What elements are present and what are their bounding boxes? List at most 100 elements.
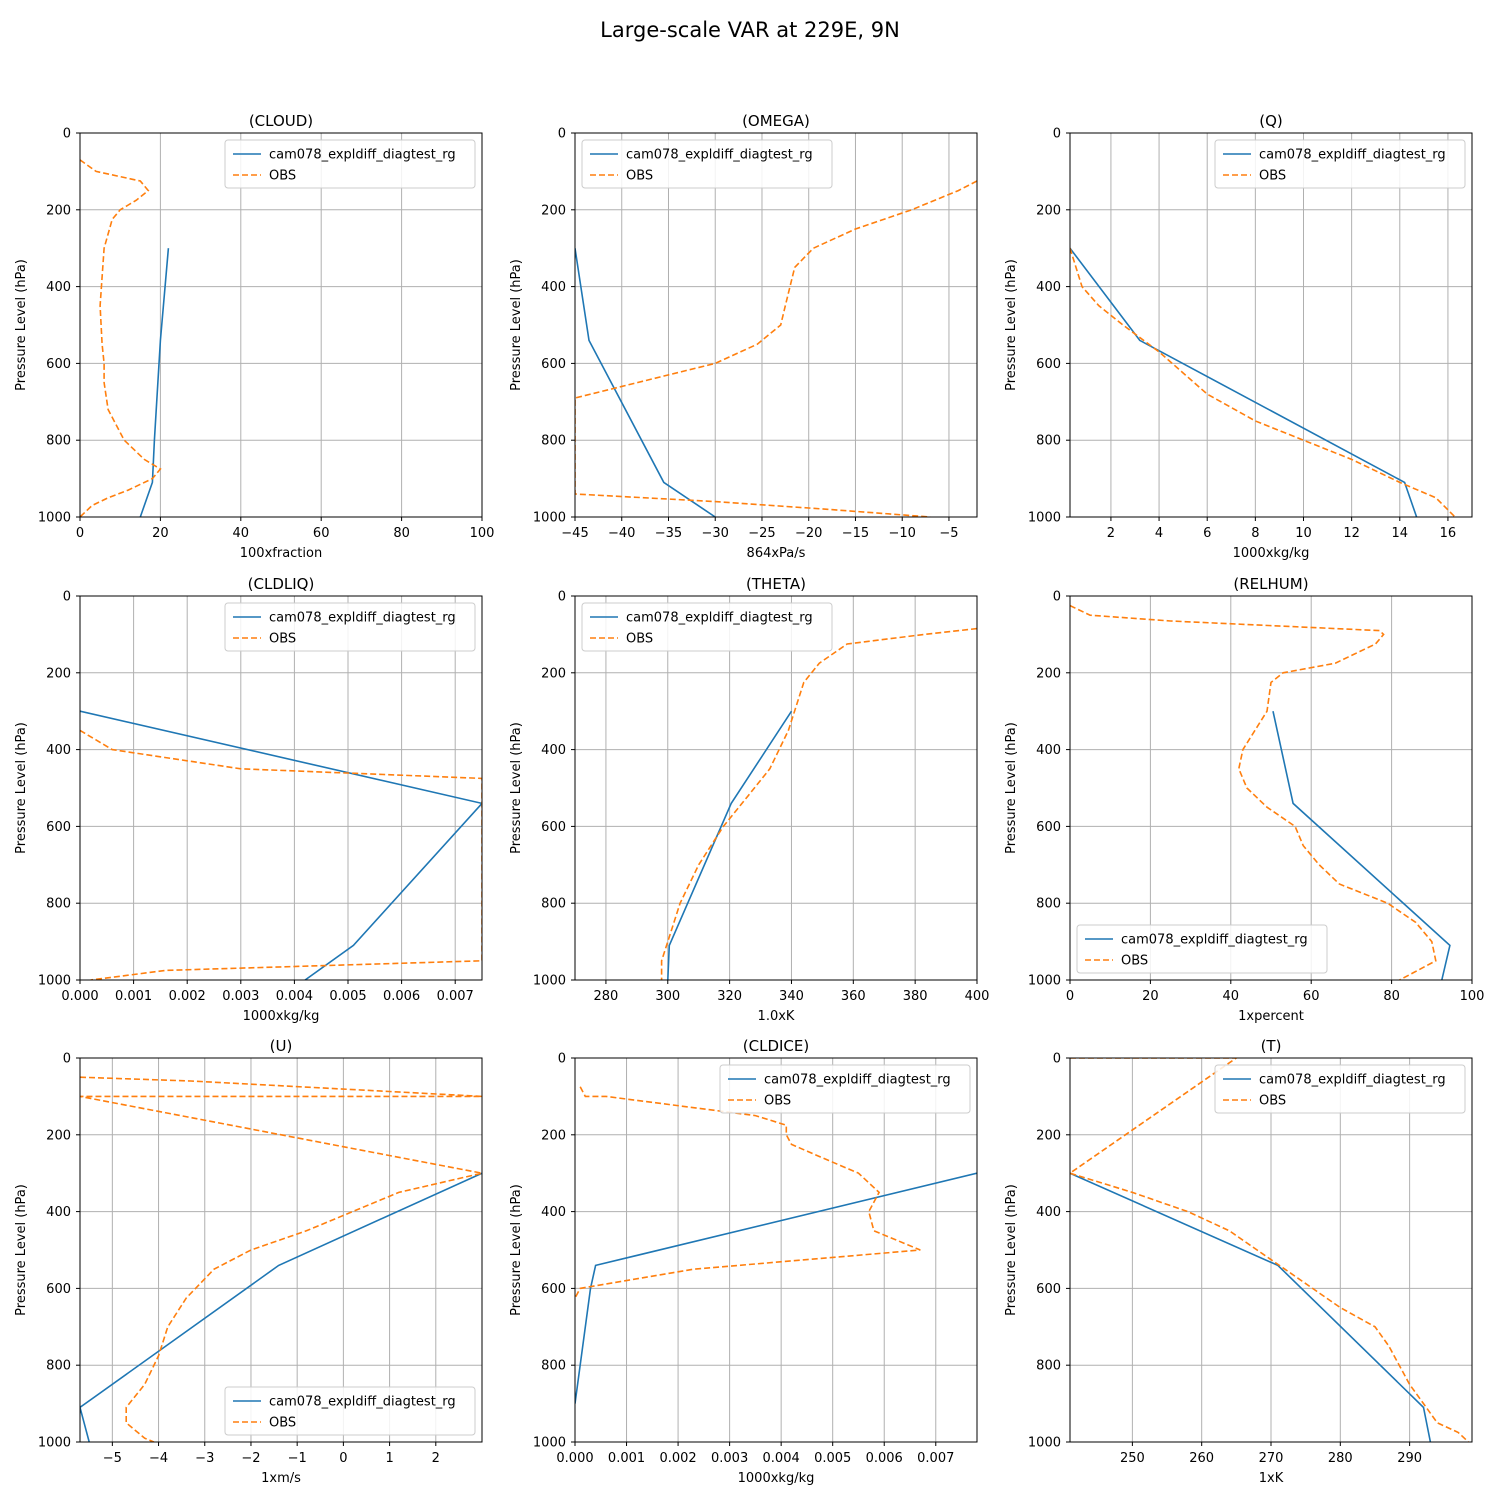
legend-model-label: cam078_expldiff_diagtest_rg bbox=[269, 148, 456, 163]
panel-u: −5 −4 −3 −2 −1 0 1 2 0 200 400 600 800 1000 (U) 1xm/s Pr… bbox=[14, 1037, 483, 1486]
x-tick-label: 280 bbox=[594, 989, 619, 1004]
x-tick-label: 250 bbox=[1120, 1451, 1145, 1466]
x-tick-label: 280 bbox=[1328, 1451, 1353, 1466]
panel-title: (U) bbox=[270, 1037, 293, 1055]
panel-title: (T) bbox=[1261, 1037, 1282, 1055]
x-tick-label: 1 bbox=[385, 1451, 393, 1466]
y-tick-label: 800 bbox=[541, 1359, 566, 1374]
x-tick-label: 0 bbox=[339, 1451, 347, 1466]
x-axis-label: 1xm/s bbox=[261, 1471, 301, 1486]
x-tick-label: −5 bbox=[103, 1451, 122, 1466]
axes-frame bbox=[574, 132, 978, 518]
legend: cam078_expldiff_diagtest_rg OBS bbox=[581, 602, 833, 652]
legend: cam078_expldiff_diagtest_rg OBS bbox=[581, 139, 833, 189]
legend-box bbox=[581, 602, 833, 652]
legend: cam078_expldiff_diagtest_rg OBS bbox=[224, 1386, 476, 1436]
axes-frame bbox=[79, 595, 483, 981]
x-axis-label: 1xpercent bbox=[1238, 1009, 1304, 1024]
x-tick-label: 6 bbox=[1203, 526, 1211, 541]
y-axis-label: Pressure Level (hPa) bbox=[14, 722, 29, 854]
panel-cldliq: 0.000 0.001 0.002 0.003 0.004 0.005 0.006 0.007… bbox=[14, 575, 483, 1024]
y-tick-label: 200 bbox=[1036, 666, 1061, 681]
x-axis-label: 100xfraction bbox=[240, 546, 322, 561]
x-tick-label: 0.005 bbox=[329, 989, 366, 1004]
obs-series-line bbox=[80, 159, 162, 517]
y-tick-label: 1000 bbox=[38, 1436, 71, 1451]
y-tick-label: 1000 bbox=[533, 974, 566, 989]
y-tick-label: 600 bbox=[541, 1282, 566, 1297]
y-tick-label: 0 bbox=[558, 127, 566, 142]
y-tick-label: 1000 bbox=[38, 511, 71, 526]
y-tick-label: 1000 bbox=[1028, 974, 1061, 989]
y-tick-label: 0 bbox=[63, 1052, 71, 1067]
x-tick-label: 16 bbox=[1440, 526, 1457, 541]
x-tick-label: 0.005 bbox=[814, 1451, 851, 1466]
panel-cldice: 0.000 0.001 0.002 0.003 0.004 0.005 0.006 0.007… bbox=[509, 1037, 978, 1486]
y-axis-label: Pressure Level (hPa) bbox=[509, 1184, 524, 1316]
legend-model-label: cam078_expldiff_diagtest_rg bbox=[626, 148, 813, 163]
x-tick-label: 320 bbox=[717, 989, 742, 1004]
y-axis-label: Pressure Level (hPa) bbox=[509, 722, 524, 854]
legend: cam078_expldiff_diagtest_rg OBS bbox=[1214, 1064, 1466, 1114]
x-tick-label: 80 bbox=[1383, 989, 1400, 1004]
panel-t: 250 260 270 280 290 0 200 400 600 800 1000 (T) 1xK Pr… bbox=[1004, 1037, 1473, 1486]
legend: cam078_expldiff_diagtest_rg OBS bbox=[719, 1064, 971, 1114]
legend-obs-label: OBS bbox=[626, 632, 653, 647]
obs-series-line bbox=[660, 627, 977, 980]
model-series-line bbox=[1272, 711, 1451, 980]
legend-obs-label: OBS bbox=[1259, 1094, 1286, 1109]
y-tick-label: 800 bbox=[1036, 897, 1061, 912]
y-tick-label: 400 bbox=[46, 280, 71, 295]
x-tick-label: 40 bbox=[1223, 989, 1240, 1004]
y-tick-label: 1000 bbox=[1028, 1436, 1061, 1451]
x-tick-label: 60 bbox=[313, 526, 330, 541]
legend-box bbox=[719, 1064, 971, 1114]
y-tick-label: 600 bbox=[46, 820, 71, 835]
x-axis-label: 1xK bbox=[1259, 1471, 1284, 1486]
x-tick-label: 0.000 bbox=[556, 1451, 593, 1466]
x-tick-label: 0.004 bbox=[276, 989, 313, 1004]
x-tick-label: 380 bbox=[903, 989, 928, 1004]
y-tick-label: 800 bbox=[541, 434, 566, 449]
legend-box bbox=[1214, 1064, 1466, 1114]
obs-series-line bbox=[1070, 247, 1456, 517]
model-series-line bbox=[80, 710, 482, 980]
legend-model-label: cam078_expldiff_diagtest_rg bbox=[1121, 933, 1308, 948]
x-tick-label: 0.004 bbox=[763, 1451, 800, 1466]
x-tick-label: 0.003 bbox=[711, 1451, 748, 1466]
y-tick-label: 0 bbox=[558, 590, 566, 605]
x-tick-label: 0 bbox=[1066, 989, 1074, 1004]
axes-frame bbox=[1069, 595, 1473, 981]
y-tick-label: 400 bbox=[541, 743, 566, 758]
legend-obs-label: OBS bbox=[1121, 954, 1148, 969]
legend-obs-label: OBS bbox=[269, 169, 296, 184]
y-tick-label: 200 bbox=[541, 203, 566, 218]
panel-title: (THETA) bbox=[746, 575, 806, 593]
y-tick-label: 800 bbox=[46, 1359, 71, 1374]
x-tick-label: −15 bbox=[842, 526, 869, 541]
x-tick-label: −40 bbox=[608, 526, 635, 541]
legend-obs-label: OBS bbox=[764, 1094, 791, 1109]
legend-model-label: cam078_expldiff_diagtest_rg bbox=[269, 1395, 456, 1410]
x-tick-label: 0.001 bbox=[608, 1451, 645, 1466]
y-tick-label: 200 bbox=[46, 203, 71, 218]
panel-title: (CLDICE) bbox=[743, 1037, 809, 1055]
y-tick-label: 1000 bbox=[533, 511, 566, 526]
x-tick-label: 10 bbox=[1295, 526, 1312, 541]
figure-title: Large-scale VAR at 229E, 9N bbox=[600, 18, 900, 42]
y-tick-label: 600 bbox=[541, 357, 566, 372]
y-tick-label: 400 bbox=[541, 280, 566, 295]
y-tick-label: 200 bbox=[46, 1128, 71, 1143]
obs-series-line bbox=[80, 729, 482, 980]
y-tick-label: 400 bbox=[1036, 1205, 1061, 1220]
x-tick-label: 400 bbox=[965, 989, 990, 1004]
x-axis-label: 1000xkg/kg bbox=[1233, 546, 1310, 561]
y-tick-label: 800 bbox=[46, 897, 71, 912]
y-tick-label: 600 bbox=[1036, 1282, 1061, 1297]
y-tick-label: 400 bbox=[541, 1205, 566, 1220]
panel-title: (CLOUD) bbox=[249, 112, 313, 130]
x-tick-label: 0.007 bbox=[917, 1451, 954, 1466]
y-axis-label: Pressure Level (hPa) bbox=[1004, 722, 1019, 854]
legend-obs-label: OBS bbox=[269, 1416, 296, 1431]
y-tick-label: 1000 bbox=[38, 974, 71, 989]
